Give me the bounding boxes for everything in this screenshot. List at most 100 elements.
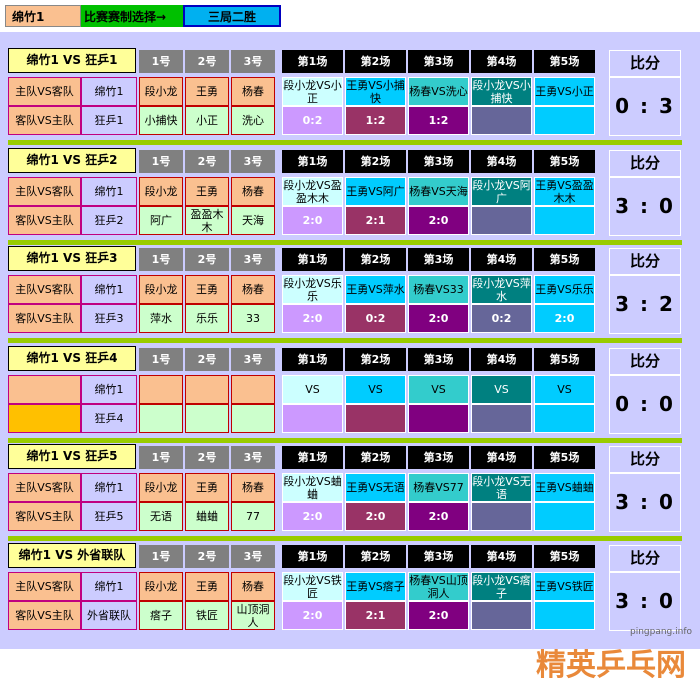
game-result xyxy=(471,502,532,531)
match-block: 绵竹1 VS 狂乒1 1号 2号 3号 第1场 第2场 第3场 第4场 第5场 比分 主队VS客队客… xyxy=(8,48,682,140)
block-separator xyxy=(8,140,682,145)
away-player[interactable]: 小正 xyxy=(185,106,229,135)
home-player[interactable]: 杨春 xyxy=(231,572,275,601)
game-header: 第5场 xyxy=(534,348,595,371)
match-block: 绵竹1 VS 狂乒4 1号 2号 3号 第1场 第2场 第3场 第4场 第5场 比分 绵竹1 狂乒4 V… xyxy=(8,346,682,438)
game-matchup: 王勇VS蛐蛐 xyxy=(534,473,595,502)
player-number-header: 3号 xyxy=(231,50,275,73)
game-matchup: 段小龙VS铁匠 xyxy=(282,572,343,601)
home-player[interactable]: 杨春 xyxy=(231,473,275,502)
away-player[interactable]: 乐乐 xyxy=(185,304,229,333)
away-player[interactable]: 77 xyxy=(231,502,275,531)
player-number-header: 1号 xyxy=(139,150,183,173)
player-number-header: 3号 xyxy=(231,348,275,371)
game-result xyxy=(534,404,595,433)
game-matchup: 段小龙VS小正 xyxy=(282,77,343,106)
player-number-header: 2号 xyxy=(185,150,229,173)
player-number-header: 1号 xyxy=(139,545,183,568)
game-matchup: 段小龙VS蛐蛐 xyxy=(282,473,343,502)
home-away-label: 主队VS客队 xyxy=(8,473,81,502)
home-player[interactable]: 段小龙 xyxy=(139,77,183,106)
game-result xyxy=(408,404,469,433)
game-matchup: 王勇VS铁匠 xyxy=(534,572,595,601)
game-result: 0:2 xyxy=(471,304,532,333)
away-player[interactable]: 山顶洞人 xyxy=(231,601,275,630)
game-matchup: 杨春VS77 xyxy=(408,473,469,502)
game-header: 第1场 xyxy=(282,50,343,73)
home-player[interactable]: 王勇 xyxy=(185,572,229,601)
home-team-name: 绵竹1 xyxy=(81,177,137,206)
home-player[interactable]: 杨春 xyxy=(231,77,275,106)
game-header: 第2场 xyxy=(345,248,406,271)
away-home-label: 客队VS主队 xyxy=(8,502,81,531)
game-result: 2:0 xyxy=(282,502,343,531)
home-player[interactable] xyxy=(231,375,275,404)
game-header: 第2场 xyxy=(345,50,406,73)
game-header: 第4场 xyxy=(471,545,532,568)
match-score: 3 : 0 xyxy=(609,572,681,631)
match-block: 绵竹1 VS 狂乒5 1号 2号 3号 第1场 第2场 第3场 第4场 第5场 比分 主队VS客队客… xyxy=(8,444,682,536)
watermark-url: pingpang.info xyxy=(629,627,692,637)
team-selector[interactable]: 绵竹1 xyxy=(5,5,81,27)
player-number-header: 2号 xyxy=(185,348,229,371)
game-matchup: 王勇VS无语 xyxy=(345,473,406,502)
home-player[interactable]: 王勇 xyxy=(185,77,229,106)
home-player[interactable]: 杨春 xyxy=(231,177,275,206)
player-number-header: 2号 xyxy=(185,50,229,73)
match-score: 0 : 3 xyxy=(609,77,681,136)
away-player[interactable]: 无语 xyxy=(139,502,183,531)
game-header: 第1场 xyxy=(282,150,343,173)
away-player[interactable]: 萍水 xyxy=(139,304,183,333)
away-player[interactable]: 33 xyxy=(231,304,275,333)
format-selector[interactable]: 三局二胜 xyxy=(183,5,281,27)
home-player[interactable] xyxy=(185,375,229,404)
game-matchup: 段小龙VS阿广 xyxy=(471,177,532,206)
game-result xyxy=(534,502,595,531)
game-result: 2:0 xyxy=(282,601,343,630)
score-header: 比分 xyxy=(609,150,681,177)
home-player[interactable]: 王勇 xyxy=(185,177,229,206)
game-header: 第5场 xyxy=(534,446,595,469)
player-number-header: 2号 xyxy=(185,446,229,469)
game-result xyxy=(471,404,532,433)
away-player[interactable] xyxy=(231,404,275,433)
away-player[interactable]: 蛐蛐 xyxy=(185,502,229,531)
away-home-label: 客队VS主队 xyxy=(8,206,81,235)
game-matchup: VS xyxy=(282,375,343,404)
game-header: 第5场 xyxy=(534,150,595,173)
away-team-name: 狂乒4 xyxy=(81,404,137,433)
away-team-name: 狂乒5 xyxy=(81,502,137,531)
game-header: 第4场 xyxy=(471,248,532,271)
game-header: 第1场 xyxy=(282,248,343,271)
home-player[interactable]: 段小龙 xyxy=(139,572,183,601)
home-player[interactable]: 王勇 xyxy=(185,275,229,304)
home-team-name: 绵竹1 xyxy=(81,275,137,304)
match-score: 3 : 0 xyxy=(609,473,681,532)
home-player[interactable]: 段小龙 xyxy=(139,177,183,206)
match-score: 3 : 2 xyxy=(609,275,681,334)
away-player[interactable]: 小捕快 xyxy=(139,106,183,135)
away-player[interactable]: 洗心 xyxy=(231,106,275,135)
away-player[interactable] xyxy=(185,404,229,433)
match-score: 0 : 0 xyxy=(609,375,681,434)
game-header: 第4场 xyxy=(471,446,532,469)
away-player[interactable]: 天海 xyxy=(231,206,275,235)
home-player[interactable]: 段小龙 xyxy=(139,473,183,502)
game-header: 第1场 xyxy=(282,348,343,371)
game-matchup: 王勇VS盈盈木木 xyxy=(534,177,595,206)
player-number-header: 1号 xyxy=(139,50,183,73)
away-player[interactable]: 阿广 xyxy=(139,206,183,235)
away-player[interactable] xyxy=(139,404,183,433)
game-header: 第2场 xyxy=(345,150,406,173)
away-player[interactable]: 铁匠 xyxy=(185,601,229,630)
home-player[interactable] xyxy=(139,375,183,404)
home-player[interactable]: 杨春 xyxy=(231,275,275,304)
home-player[interactable]: 段小龙 xyxy=(139,275,183,304)
game-matchup: 王勇VS乐乐 xyxy=(534,275,595,304)
away-player[interactable]: 盈盈木木 xyxy=(185,206,229,235)
home-player[interactable]: 王勇 xyxy=(185,473,229,502)
game-matchup: 王勇VS瘩子 xyxy=(345,572,406,601)
game-result: 2:0 xyxy=(282,206,343,235)
away-team-name: 狂乒2 xyxy=(81,206,137,235)
away-player[interactable]: 瘩子 xyxy=(139,601,183,630)
